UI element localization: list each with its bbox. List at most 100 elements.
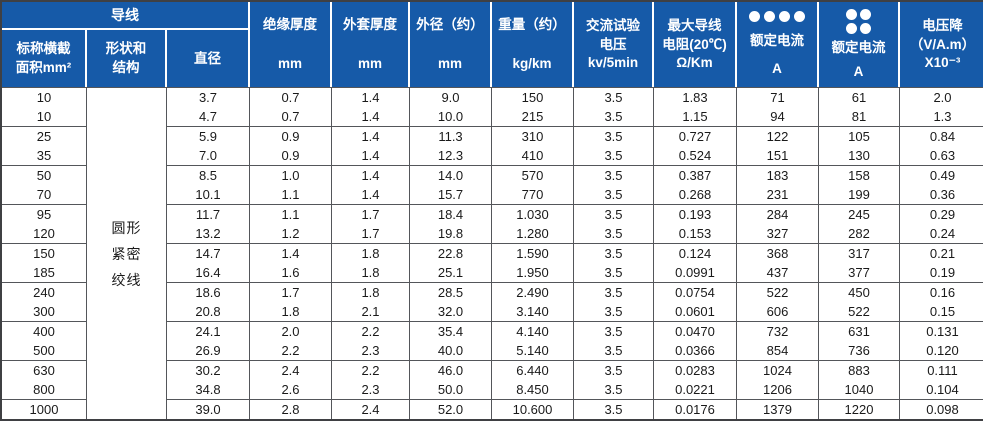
cell-outer-diameter: 22.8	[410, 244, 492, 263]
cell-sheath-thickness: 1.4	[332, 166, 410, 185]
cell-ac-test-voltage: 3.5	[574, 107, 654, 127]
cell-rated-current-row: 854	[737, 341, 819, 361]
cell-weight: 4.140	[492, 322, 574, 341]
cell-rated-current-grid: 61	[819, 87, 900, 107]
cell-voltage-drop: 0.19	[900, 263, 983, 283]
header-vdrop-line2: （V/A.m）	[909, 36, 976, 52]
cell-sheath-thickness: 2.4	[332, 400, 410, 419]
cell-sheath-thickness: 1.4	[332, 87, 410, 107]
cell-voltage-drop: 0.49	[900, 166, 983, 185]
cell-outer-diameter: 35.4	[410, 322, 492, 341]
cell-rated-current-grid: 631	[819, 322, 900, 341]
header-insulation-unit: mm	[277, 55, 302, 71]
cell-outer-diameter: 46.0	[410, 361, 492, 380]
cell-outer-diameter: 32.0	[410, 302, 492, 322]
cell-outer-diameter: 11.3	[410, 127, 492, 146]
cell-max-resistance: 0.0991	[654, 263, 737, 283]
cell-weight: 2.490	[492, 283, 574, 302]
cell-nominal-area: 1000	[2, 400, 87, 419]
table-row: 70 10.1 1.1 1.4 15.7 770 3.5 0.268 231 199 0.36	[2, 185, 983, 205]
cell-sheath-thickness: 2.1	[332, 302, 410, 322]
table-row: 400 24.1 2.0 2.2 35.4 4.140 3.5 0.0470 732 631 0.1…	[2, 322, 983, 341]
header-ac-test-voltage: 交流试验 电压 kv/5min	[574, 2, 654, 87]
cell-rated-current-row: 1206	[737, 380, 819, 400]
cell-outer-diameter: 19.8	[410, 224, 492, 244]
cell-weight: 5.140	[492, 341, 574, 361]
cell-ac-test-voltage: 3.5	[574, 322, 654, 341]
cell-diameter: 39.0	[167, 400, 250, 419]
cell-ac-test-voltage: 3.5	[574, 263, 654, 283]
table-row: 1000 39.0 2.8 2.4 52.0 10.600 3.5 0.0176 1379 122…	[2, 400, 983, 419]
cell-insulation-thickness: 2.8	[250, 400, 332, 419]
header-vdrop-unit: X10⁻³	[924, 55, 961, 71]
cell-nominal-area: 500	[2, 341, 87, 361]
cell-max-resistance: 0.0221	[654, 380, 737, 400]
cell-diameter: 4.7	[167, 107, 250, 127]
cell-insulation-thickness: 0.7	[250, 87, 332, 107]
cell-insulation-thickness: 1.4	[250, 244, 332, 263]
cell-nominal-area: 95	[2, 205, 87, 224]
cell-rated-current-grid: 130	[819, 146, 900, 166]
cell-voltage-drop: 0.24	[900, 224, 983, 244]
cell-rated-current-grid: 105	[819, 127, 900, 146]
cell-voltage-drop: 0.16	[900, 283, 983, 302]
cell-max-resistance: 0.524	[654, 146, 737, 166]
cell-weight: 1.950	[492, 263, 574, 283]
cell-outer-diameter: 12.3	[410, 146, 492, 166]
cell-sheath-thickness: 1.8	[332, 263, 410, 283]
cell-rated-current-grid: 522	[819, 302, 900, 322]
cell-ac-test-voltage: 3.5	[574, 361, 654, 380]
table-row: 25 5.9 0.9 1.4 11.3 310 3.5 0.727 122 105 0.84	[2, 127, 983, 146]
table-row: 800 34.8 2.6 2.3 50.0 8.450 3.5 0.0221 1206 1040 0…	[2, 380, 983, 400]
cell-insulation-thickness: 1.8	[250, 302, 332, 322]
cell-voltage-drop: 0.29	[900, 205, 983, 224]
header-ac-test-line1: 交流试验	[586, 18, 640, 34]
cell-ac-test-voltage: 3.5	[574, 380, 654, 400]
cell-rated-current-grid: 158	[819, 166, 900, 185]
cell-insulation-thickness: 0.9	[250, 146, 332, 166]
cell-rated-current-row: 284	[737, 205, 819, 224]
table-row: 95 11.7 1.1 1.7 18.4 1.030 3.5 0.193 284 245 0.29	[2, 205, 983, 224]
cell-ac-test-voltage: 3.5	[574, 166, 654, 185]
cell-nominal-area: 240	[2, 283, 87, 302]
cell-diameter: 16.4	[167, 263, 250, 283]
cell-voltage-drop: 0.111	[900, 361, 983, 380]
table-row: 500 26.9 2.2 2.3 40.0 5.140 3.5 0.0366 854 736 0.1…	[2, 341, 983, 361]
header-weight-unit: kg/km	[512, 55, 552, 71]
cell-sheath-thickness: 1.8	[332, 244, 410, 263]
table-row: 300 20.8 1.8 2.1 32.0 3.140 3.5 0.0601 606 522 0.1…	[2, 302, 983, 322]
cell-weight: 310	[492, 127, 574, 146]
cell-ac-test-voltage: 3.5	[574, 341, 654, 361]
cell-diameter: 20.8	[167, 302, 250, 322]
cell-weight: 8.450	[492, 380, 574, 400]
cell-ac-test-voltage: 3.5	[574, 400, 654, 419]
table-row: 50 8.5 1.0 1.4 14.0 570 3.5 0.387 183 158 0.49	[2, 166, 983, 185]
cell-max-resistance: 0.193	[654, 205, 737, 224]
cell-diameter: 11.7	[167, 205, 250, 224]
header-resistance-line1: 最大导线	[667, 18, 722, 34]
cell-rated-current-grid: 81	[819, 107, 900, 127]
cell-max-resistance: 0.124	[654, 244, 737, 263]
cell-nominal-area: 800	[2, 380, 87, 400]
header-sheath-line1: 外套厚度	[343, 17, 397, 33]
cell-weight: 6.440	[492, 361, 574, 380]
cell-voltage-drop: 0.36	[900, 185, 983, 205]
cell-voltage-drop: 1.3	[900, 107, 983, 127]
cell-insulation-thickness: 2.4	[250, 361, 332, 380]
header-vdrop-line1: 电压降	[922, 18, 963, 34]
cell-ac-test-voltage: 3.5	[574, 87, 654, 107]
shape-structure-line: 绞线	[111, 271, 142, 288]
header-sheath-unit: mm	[357, 55, 382, 71]
cell-weight: 1.030	[492, 205, 574, 224]
cell-rated-current-row: 368	[737, 244, 819, 263]
cell-voltage-drop: 2.0	[900, 87, 983, 107]
cell-ac-test-voltage: 3.5	[574, 127, 654, 146]
cell-max-resistance: 0.0754	[654, 283, 737, 302]
cell-max-resistance: 0.268	[654, 185, 737, 205]
cell-rated-current-row: 1024	[737, 361, 819, 380]
table-row: 10 圆形 紧密 绞线 3.7 0.7 1.4 9.0 150 3.5 1.83 71 61 2.0	[2, 87, 983, 419]
four-dots-row-icon	[749, 11, 805, 23]
cell-shape-structure-merged: 圆形 紧密 绞线	[87, 87, 167, 419]
cell-rated-current-row: 606	[737, 302, 819, 322]
